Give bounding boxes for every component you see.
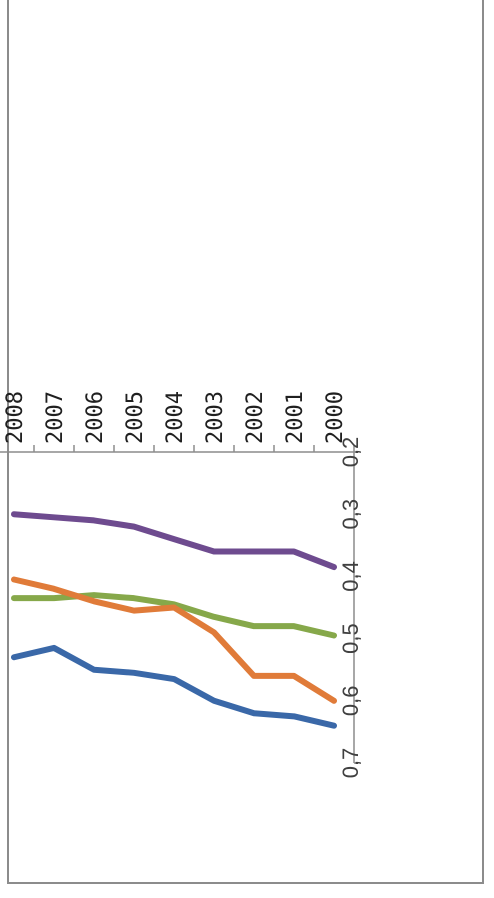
x-tick-label: 2000 [323, 391, 348, 444]
x-tick-label: 2004 [163, 391, 188, 444]
series-line-royaume-uni [11, 576, 337, 704]
x-tick-label: 2006 [83, 391, 108, 444]
y-tick-label: 0,3 [338, 499, 363, 530]
x-tick-label: 2002 [243, 391, 268, 444]
y-ticks: 0,2 0,3 0,4 0,5 0,6 0,7 [338, 437, 363, 779]
y-tick-label: 0,7 [338, 748, 363, 779]
series-line-france [11, 644, 337, 729]
x-tick-label: 2008 [3, 391, 28, 444]
x-tick-label: 2005 [123, 391, 148, 444]
plot-area: 2000 2001 2002 2003 2004 2005 2006 2007 2008 0,2… [0, 391, 363, 778]
x-ticks: 2000 2001 2002 2003 2004 2005 2006 2007 2008 [3, 391, 355, 452]
chart-frame [7, 0, 484, 884]
x-tick-label: 2007 [43, 391, 68, 444]
series-line-italie [11, 592, 337, 639]
x-tick-label: 2003 [203, 391, 228, 444]
y-tick-label: 0,5 [338, 623, 363, 654]
y-tick-label: 0,4 [338, 561, 363, 592]
series-line-espagne [11, 511, 337, 571]
y-tick-label: 0,6 [338, 686, 363, 717]
x-tick-label: 2001 [283, 391, 308, 444]
series-lines [11, 511, 337, 729]
y-tick-label: 0,2 [338, 437, 363, 468]
